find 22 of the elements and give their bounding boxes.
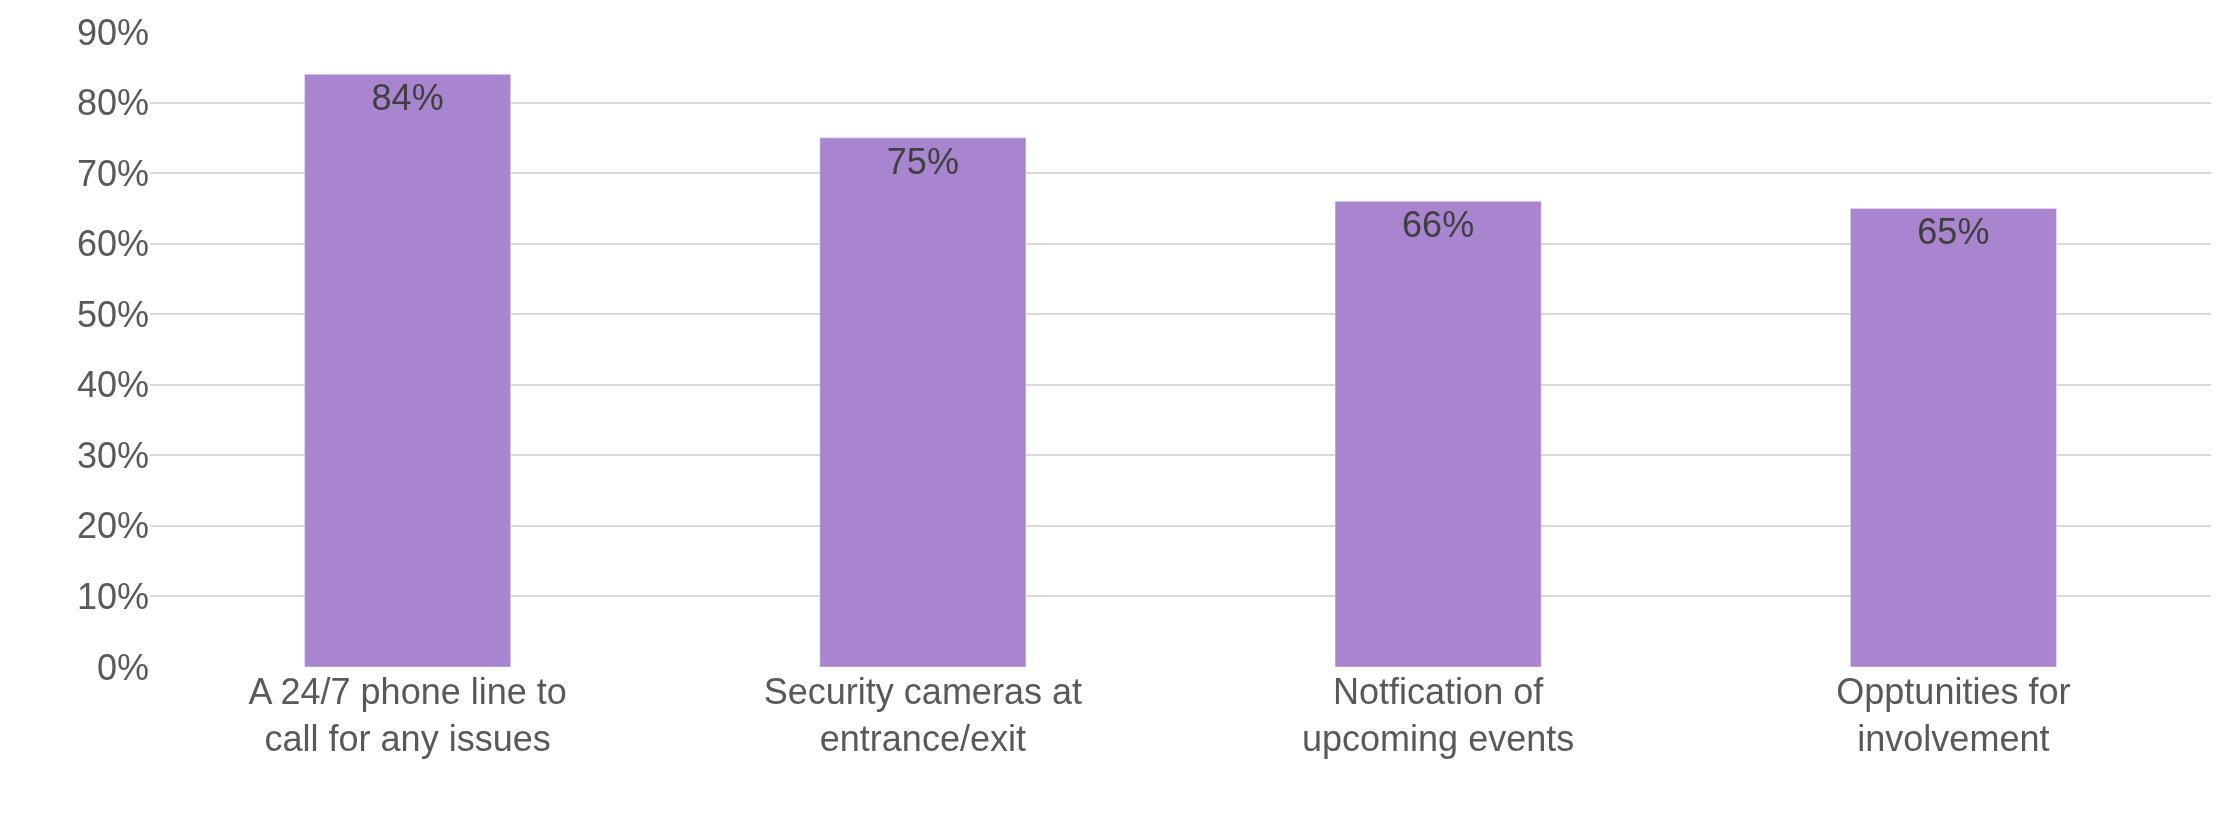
bar	[819, 137, 1027, 667]
x-tick-label: Notfication of upcoming events	[1302, 671, 1575, 759]
y-tick-label: 60%	[76, 223, 149, 265]
y-tick-label: 70%	[76, 152, 149, 194]
y-tick-label: 0%	[96, 646, 149, 688]
y-tick-label: 30%	[76, 434, 149, 476]
y-tick-label: 50%	[76, 293, 149, 335]
x-tick-label: Opptunities for involvement	[1836, 671, 2071, 759]
bar	[1850, 208, 2057, 667]
data-label: 66%	[1402, 204, 1475, 246]
y-tick-label: 10%	[76, 576, 149, 618]
y-tick-label: 80%	[76, 82, 149, 124]
x-tick-label: A 24/7 phone line to call for any issues	[248, 671, 567, 759]
y-tick-label: 90%	[76, 11, 149, 53]
data-label: 84%	[371, 77, 444, 119]
y-tick-label: 20%	[76, 505, 149, 547]
bar	[304, 74, 511, 667]
x-tick-label: Security cameras at entrance/exit	[763, 671, 1082, 759]
data-label: 75%	[886, 140, 959, 182]
bar	[1334, 201, 1542, 667]
y-tick-label: 40%	[76, 364, 149, 406]
data-label: 65%	[1917, 211, 1990, 253]
